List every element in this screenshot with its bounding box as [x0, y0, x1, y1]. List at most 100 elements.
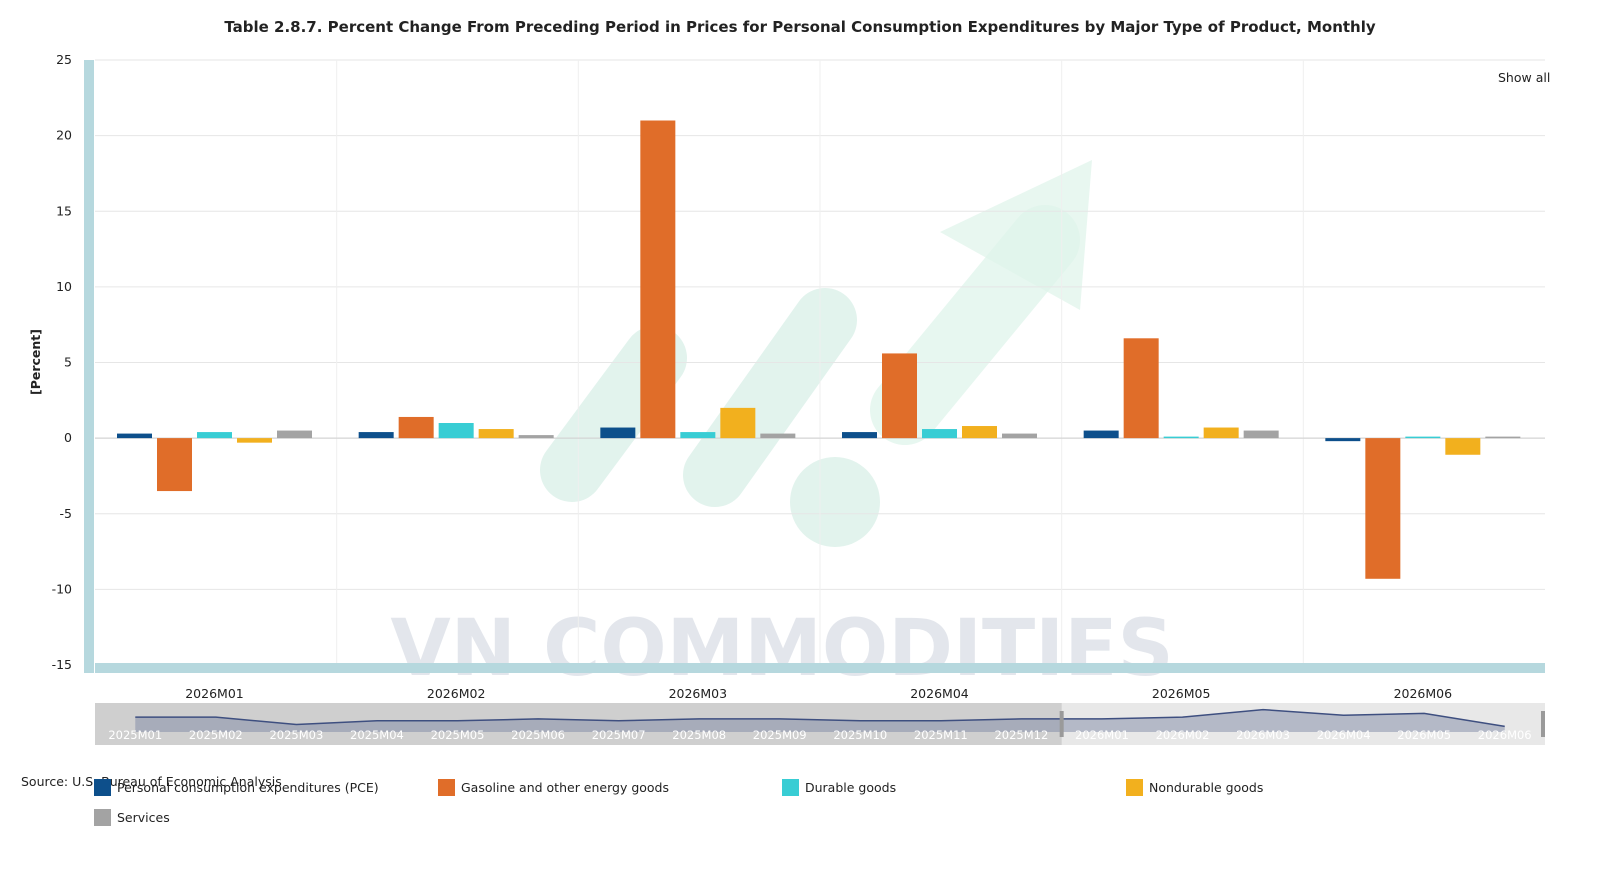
- navigator-label: 2026M02: [1156, 728, 1210, 742]
- y-tick-label: 0: [64, 430, 72, 445]
- bar-pce-2026M01: [117, 433, 152, 439]
- bar-gasoline-2026M01: [157, 438, 192, 492]
- navigator-label: 2025M03: [269, 728, 323, 742]
- x-tick-label: 2026M03: [669, 686, 728, 701]
- legend-label: Gasoline and other energy goods: [461, 780, 670, 795]
- bar-durable-2026M01: [197, 432, 232, 439]
- legend-swatch: [438, 779, 455, 796]
- x-tick-label: 2026M06: [1394, 686, 1453, 701]
- x-axis-band: [95, 663, 1545, 673]
- bar-services-2026M03: [760, 433, 796, 439]
- show-all-button[interactable]: Show all: [1498, 70, 1551, 85]
- watermark-arrow-head: [940, 160, 1092, 310]
- bar-gasoline-2026M06: [1365, 438, 1401, 579]
- y-tick-label: 20: [56, 128, 72, 143]
- y-tick-label: 10: [56, 279, 72, 294]
- legend-item-pce[interactable]: Personal consumption expenditures (PCE): [94, 779, 379, 796]
- y-tick-label: 15: [56, 203, 72, 218]
- y-tick-label: 5: [64, 355, 72, 370]
- bar-gasoline-2026M04: [882, 353, 917, 439]
- x-axis-ticks: 2026M01 2026M02 2026M03 2026M04 2026M05 2026M…: [185, 686, 1452, 701]
- navigator-label: 2025M04: [350, 728, 404, 742]
- y-tick-label: -5: [60, 506, 72, 521]
- navigator-label: 2025M10: [833, 728, 887, 742]
- bar-durable-2026M06: [1405, 436, 1441, 439]
- bar-services-2026M06: [1485, 436, 1521, 439]
- x-tick-label: 2026M01: [185, 686, 244, 701]
- watermark-stroke: [683, 288, 857, 507]
- navigator-label: 2025M05: [431, 728, 485, 742]
- legend-label: Personal consumption expenditures (PCE): [117, 780, 379, 795]
- legend-item-durable[interactable]: Durable goods: [782, 779, 896, 796]
- navigator-handle-right[interactable]: [1541, 711, 1545, 737]
- bars: [117, 120, 1521, 579]
- bar-pce-2026M03: [600, 427, 636, 439]
- navigator-handle-left[interactable]: [1059, 711, 1064, 737]
- legend-swatch: [782, 779, 799, 796]
- y-axis-title: [Percent]: [28, 329, 43, 395]
- axis-bands: [84, 60, 1545, 673]
- legend-item-gasoline[interactable]: Gasoline and other energy goods: [438, 779, 669, 796]
- navigator-label: 2025M08: [672, 728, 726, 742]
- x-tick-label: 2026M02: [427, 686, 486, 701]
- source-note: Source: U.S. Bureau of Economic Analysis: [21, 774, 282, 789]
- legend-label: Services: [117, 810, 170, 825]
- bar-nondurable-2026M05: [1203, 427, 1239, 439]
- navigator-label: 2026M05: [1397, 728, 1451, 742]
- legend-swatch: [1126, 779, 1143, 796]
- bar-pce-2026M04: [842, 432, 877, 439]
- legend-item-nondurable[interactable]: Nondurable goods: [1126, 779, 1263, 796]
- bar-gasoline-2026M02: [398, 416, 434, 439]
- navigator-label: 2026M06: [1478, 728, 1532, 742]
- navigator-label: 2025M11: [914, 728, 968, 742]
- navigator-label: 2026M01: [1075, 728, 1129, 742]
- navigator-label: 2026M04: [1317, 728, 1371, 742]
- bar-nondurable-2026M04: [962, 426, 997, 439]
- chart-title: Table 2.8.7. Percent Change From Precedi…: [224, 18, 1376, 36]
- legend-swatch: [94, 779, 111, 796]
- bar-services-2026M02: [518, 435, 554, 439]
- navigator-line: [135, 708, 1505, 728]
- bar-services-2026M01: [277, 430, 312, 439]
- navigator-label: 2025M07: [592, 728, 646, 742]
- range-navigator[interactable]: 2025M01 2025M02 2025M03 2025M04 2025M05 2025M…: [95, 703, 1545, 745]
- navigator-label: 2025M09: [753, 728, 807, 742]
- bar-pce-2026M02: [358, 432, 394, 439]
- watermark-text: VN COMMODITIES: [390, 604, 1173, 694]
- bar-nondurable-2026M03: [720, 407, 756, 439]
- y-tick-label: -15: [52, 657, 72, 672]
- watermark-logo: VN COMMODITIES: [390, 160, 1174, 694]
- y-axis-ticks: 25 20 15 10 5 0 -5 -10 -15: [52, 52, 72, 672]
- bar-services-2026M05: [1243, 430, 1279, 439]
- bar-durable-2026M02: [438, 423, 474, 439]
- y-tick-label: -10: [52, 581, 72, 596]
- y-axis-band: [84, 60, 94, 673]
- bar-pce-2026M05: [1083, 430, 1119, 439]
- x-tick-label: 2026M05: [1152, 686, 1211, 701]
- bar-services-2026M04: [1002, 433, 1037, 439]
- legend-label: Nondurable goods: [1149, 780, 1264, 795]
- navigator-label: 2025M12: [994, 728, 1048, 742]
- navigator-label: 2025M01: [108, 728, 162, 742]
- navigator-label: 2025M02: [189, 728, 243, 742]
- legend-label: Durable goods: [805, 780, 897, 795]
- navigator-label: 2026M03: [1236, 728, 1290, 742]
- legend-item-services[interactable]: Services: [94, 809, 170, 826]
- bar-nondurable-2026M02: [478, 429, 514, 439]
- watermark-dot: [790, 457, 880, 547]
- gridlines: [95, 59, 1545, 666]
- y-tick-label: 25: [56, 52, 72, 67]
- bar-nondurable-2026M01: [237, 438, 272, 443]
- navigator-label: 2025M06: [511, 728, 565, 742]
- bar-gasoline-2026M03: [640, 120, 676, 439]
- bar-durable-2026M04: [922, 429, 957, 439]
- bar-durable-2026M05: [1163, 436, 1199, 439]
- legend-swatch: [94, 809, 111, 826]
- bar-pce-2026M06: [1325, 438, 1361, 442]
- x-tick-label: 2026M04: [910, 686, 969, 701]
- bar-durable-2026M03: [680, 432, 716, 439]
- bar-gasoline-2026M05: [1123, 338, 1159, 439]
- bar-nondurable-2026M06: [1445, 438, 1481, 455]
